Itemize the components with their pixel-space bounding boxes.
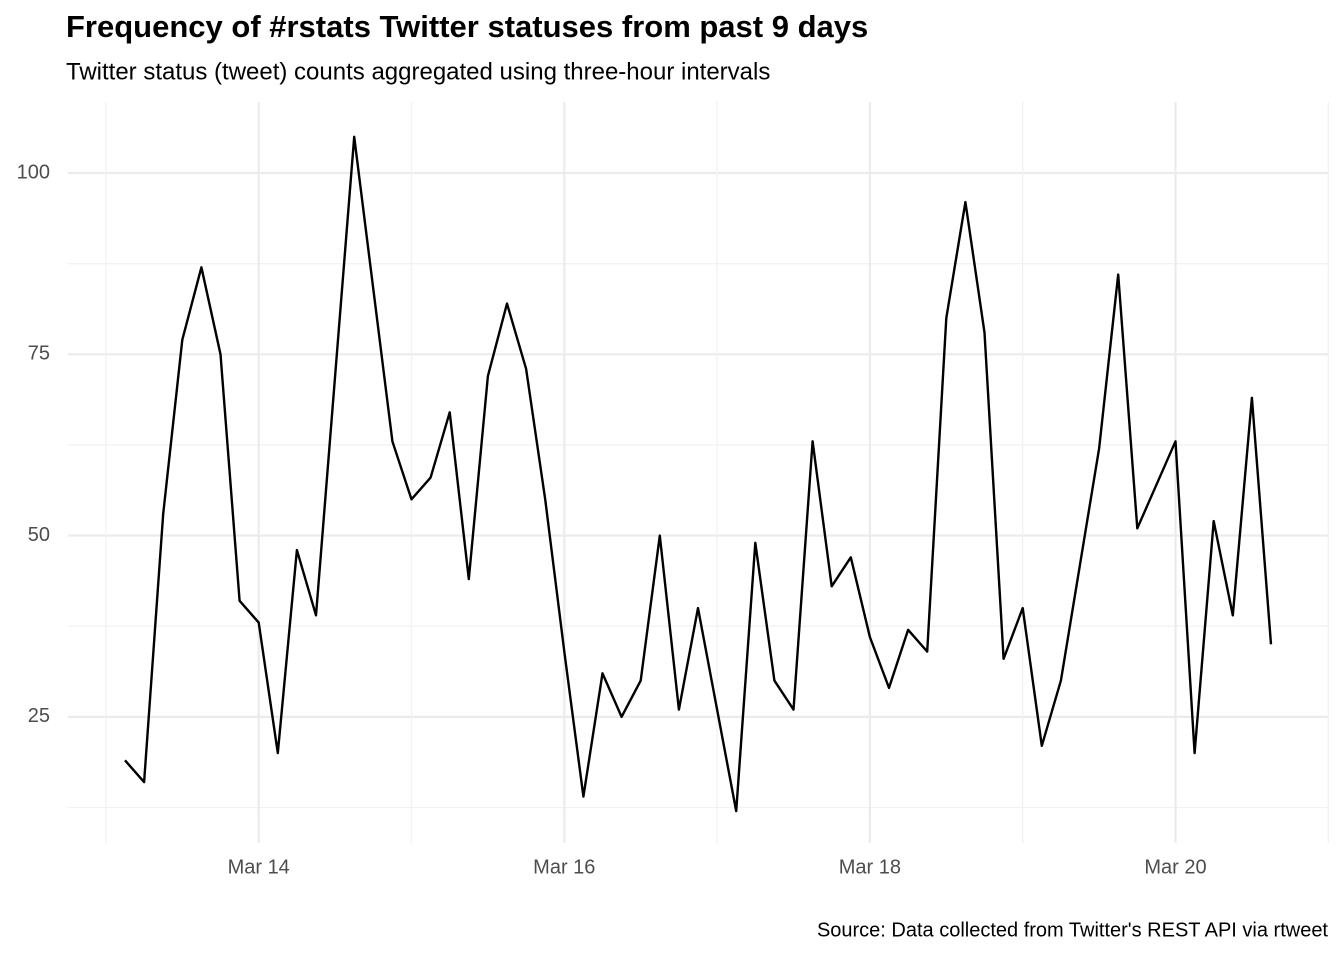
x-tick-label: Mar 16 xyxy=(533,856,595,878)
line xyxy=(124,135,1273,813)
chart-title: Frequency of #rstats Twitter statuses fr… xyxy=(66,9,868,44)
x-tick-label: Mar 18 xyxy=(839,856,901,878)
y-tick-label: 50 xyxy=(28,524,50,546)
chart-caption: Source: Data collected from Twitter's RE… xyxy=(817,919,1328,941)
chart-subtitle: Twitter status (tweet) counts aggregated… xyxy=(66,58,770,85)
y-tick-label: 25 xyxy=(28,705,50,727)
y-tick-label: 75 xyxy=(28,343,50,365)
x-tick-label: Mar 20 xyxy=(1144,856,1206,878)
y-tick-label: 100 xyxy=(17,161,50,183)
x-tick-label: Mar 14 xyxy=(228,856,290,878)
